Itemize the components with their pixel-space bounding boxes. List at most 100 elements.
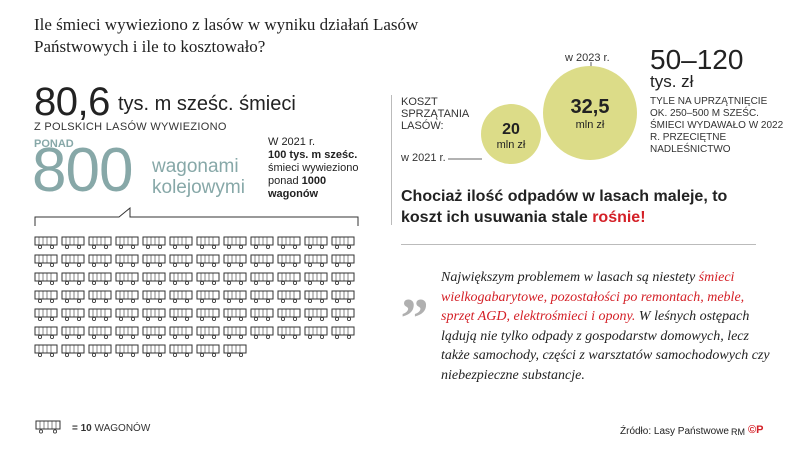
wagon-icon: [250, 254, 274, 267]
wagon-icon: [196, 308, 220, 321]
wagon-icon: [196, 290, 220, 303]
wagon-icon: [304, 308, 328, 321]
wagon-icon: [115, 326, 139, 339]
wagon-icon: [142, 290, 166, 303]
wagon-icon: [250, 308, 274, 321]
wagon-icon: [223, 326, 247, 339]
headline-text: Chociaż ilość odpadów w lasach maleje, t…: [401, 188, 728, 226]
from-label: Z POLSKICH LASÓW WYWIEZIONO: [34, 121, 227, 133]
cost-bubble-2021: 20 mln zł: [481, 104, 541, 164]
amount-unit: tys. m sześc. śmieci: [118, 93, 296, 115]
horizontal-divider: [401, 244, 756, 245]
range-value: 50–120: [650, 44, 744, 75]
wagons-word: wagonami kolejowymi: [152, 156, 245, 198]
quote-text: Największym problemem w lasach są nieste…: [441, 268, 771, 385]
wagon-icon: [142, 272, 166, 285]
wagon-row: [34, 290, 355, 303]
wagon-icon: [331, 236, 355, 249]
source-label: Źródło: Lasy Państwowe: [620, 426, 729, 437]
wagon-icon: [34, 290, 58, 303]
wagon-icon: [250, 236, 274, 249]
quote-part2: W leśnych ostępach lądują nie tylko odpa…: [441, 309, 770, 383]
wagon-icon: [304, 326, 328, 339]
wagon-icon: [61, 290, 85, 303]
page-title: Ile śmieci wywieziono z lasów w wyniku d…: [34, 15, 419, 56]
wagon-icon: [196, 272, 220, 285]
amount-value: 80,6: [34, 80, 110, 124]
logo-icon: ©P: [748, 424, 764, 436]
credit-label: RM: [731, 427, 745, 437]
legend-unit: WAGONÓW: [94, 423, 151, 434]
year-2023-label: w 2023 r.: [565, 52, 610, 64]
wagon-icon: [331, 290, 355, 303]
quote-part1: Największym problemem w lasach są nieste…: [441, 270, 696, 285]
note-line3: śmieci wywieziono: [268, 162, 359, 174]
year-2021-leader: [448, 158, 482, 160]
wagon-icon: [277, 254, 301, 267]
wagon-icon: [115, 272, 139, 285]
quote-highlight: śmieci wielkogabarytowe, pozostałości po…: [441, 270, 745, 324]
wagon-row: [34, 272, 355, 285]
wagon-icon: [34, 308, 58, 321]
wagon-icon: [61, 326, 85, 339]
wagon-icon: [115, 344, 139, 357]
wagon-row: [34, 236, 355, 249]
wagon-icon: [304, 236, 328, 249]
wagon-icon: [277, 236, 301, 249]
wagon-icon: [142, 326, 166, 339]
wagon-icon: [61, 272, 85, 285]
wagon-icon: [169, 272, 193, 285]
wagon-icon: [88, 290, 112, 303]
note-bold3: wagonów: [268, 188, 319, 200]
wagon-icon: [88, 326, 112, 339]
wagon-icon: [61, 254, 85, 267]
wagon-icon: [88, 308, 112, 321]
wagon-icon: [142, 254, 166, 267]
wagon-icon: [142, 236, 166, 249]
wagon-icon: [169, 326, 193, 339]
wagon-icon: [196, 344, 220, 357]
range-unit: tys. zł: [650, 72, 694, 91]
wagon-icon: [331, 272, 355, 285]
wagon-icon: [34, 344, 58, 357]
wagon-icon: [142, 308, 166, 321]
note-line4: ponad: [268, 175, 299, 187]
wagon-icon: [61, 236, 85, 249]
wagon-icon: [61, 308, 85, 321]
wagon-icon: [223, 272, 247, 285]
wagon-icon: [223, 236, 247, 249]
wagon-icon: [115, 254, 139, 267]
wagon-icon: [196, 326, 220, 339]
wagon-row: [34, 344, 247, 357]
wagon-icon: [277, 290, 301, 303]
wagon-icon: [34, 326, 58, 339]
wagon-icon: [331, 308, 355, 321]
wagon-icon: [61, 344, 85, 357]
note-line1: W 2021 r.: [268, 136, 316, 148]
wagon-icon: [277, 326, 301, 339]
wagon-icon: [223, 290, 247, 303]
wagon-icon: [88, 236, 112, 249]
wagon-icon: [223, 344, 247, 357]
wagon-icon: [115, 236, 139, 249]
quote-mark-icon: „: [401, 259, 429, 321]
wagon-icon: [277, 308, 301, 321]
wagon-icon: [196, 254, 220, 267]
wagon-icon: [169, 344, 193, 357]
wagon-icon: [34, 254, 58, 267]
wagon-icon: [115, 290, 139, 303]
wagon-icon: [331, 326, 355, 339]
wagon-icon: [88, 272, 112, 285]
wagon-icon: [88, 254, 112, 267]
cost-bubble-2023: 32,5 mln zł: [543, 66, 637, 160]
note-bold: 100 tys. m sześc.: [268, 149, 358, 161]
wagon-row: [34, 326, 355, 339]
wagon-icon: [34, 236, 58, 249]
cost-unit-2021: mln zł: [496, 139, 526, 151]
wagon-icon: [169, 236, 193, 249]
headline-highlight: rośnie!: [592, 209, 646, 226]
legend-label: = 10 WAGONÓW: [72, 423, 150, 434]
wagon-icon: [250, 326, 274, 339]
legend-value: = 10: [72, 423, 92, 434]
wagon-icon: [304, 254, 328, 267]
